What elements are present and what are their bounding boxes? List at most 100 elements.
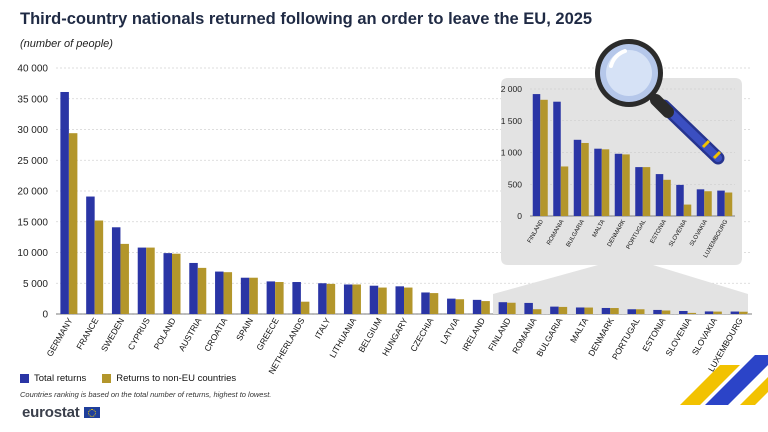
bar-total-poland: [163, 253, 172, 314]
bar-non-eu-bulgaria: [558, 306, 568, 314]
y-tick-label: 35 000: [17, 94, 48, 105]
inset-bar-total-bulgaria: [573, 139, 582, 216]
bar-non-eu-luxembourg: [739, 311, 748, 314]
y-tick-label: 25 000: [17, 156, 48, 167]
bar-total-slovakia: [704, 311, 714, 314]
legend-swatch-total: [20, 374, 29, 383]
x-tick-label-greece: GREECE: [254, 316, 281, 352]
x-tick-label-czechia: CZECHIA: [408, 316, 435, 354]
bar-total-spain: [240, 277, 250, 314]
x-tick-label-spain: SPAIN: [234, 316, 255, 343]
x-tick-label-hungary: HUNGARY: [380, 316, 410, 358]
inset-y-tick-label: 1 500: [501, 116, 523, 126]
bar-non-eu-croatia: [223, 272, 233, 314]
y-tick-label: 5 000: [23, 279, 48, 290]
bar-non-eu-poland: [172, 253, 181, 314]
bar-total-luxembourg: [730, 311, 740, 314]
y-tick-label: 15 000: [17, 217, 48, 228]
inset-y-tick-label: 2 000: [501, 84, 523, 94]
x-tick-label-romania: ROMANIA: [510, 316, 539, 356]
inset-bar-non-eu-slovakia: [704, 191, 712, 216]
inset-bar-non-eu-estonia: [663, 179, 671, 216]
inset-bar-non-eu-denmark: [622, 154, 630, 216]
bar-non-eu-portugal: [636, 309, 645, 314]
inset-bar-total-slovakia: [696, 189, 705, 216]
bar-total-ireland: [472, 299, 482, 314]
x-tick-label-italy: ITALY: [313, 316, 333, 341]
bar-total-estonia: [653, 309, 662, 314]
corner-decoration: [680, 355, 768, 405]
bar-non-eu-estonia: [661, 310, 671, 314]
bar-total-romania: [524, 302, 533, 314]
x-tick-label-cyprus: CYPRUS: [126, 316, 153, 352]
x-tick-label-france: FRANCE: [74, 316, 100, 352]
bar-total-denmark: [601, 307, 611, 314]
y-tick-label: 30 000: [17, 125, 48, 136]
bar-total-italy: [318, 283, 327, 314]
bar-total-sweden: [111, 227, 121, 314]
x-tick-label-finland: FINLAND: [486, 316, 513, 353]
inset-bar-total-slovenia: [676, 184, 684, 216]
bar-total-belgium: [369, 285, 379, 314]
x-tick-label-austria: AUSTRIA: [176, 316, 203, 353]
eu-flag-icon: [83, 407, 100, 418]
bar-non-eu-hungary: [404, 287, 413, 314]
bar-total-greece: [266, 281, 276, 314]
bar-non-eu-cyprus: [146, 247, 155, 314]
x-tick-label-latvia: LATVIA: [438, 316, 461, 346]
legend-swatch-non-eu: [102, 374, 112, 383]
x-tick-label-sweden: SWEDEN: [99, 316, 126, 353]
bar-total-hungary: [395, 286, 404, 314]
bar-total-netherlands: [292, 282, 301, 314]
inset-bar-non-eu-bulgaria: [581, 142, 589, 216]
chart-legend: Total returns Returns to non-EU countrie…: [20, 373, 236, 384]
inset-bar-total-luxembourg: [717, 190, 725, 216]
bar-total-latvia: [447, 298, 456, 314]
inset-y-tick-label: 0: [517, 211, 522, 221]
x-tick-label-bulgaria: BULGARIA: [534, 316, 564, 359]
inset-bar-non-eu-malta: [601, 149, 610, 216]
bar-total-czechia: [421, 292, 430, 314]
chart-title: Third-country nationals returned followi…: [20, 10, 593, 28]
chart-subtitle: (number of people): [20, 38, 113, 50]
bar-non-eu-finland: [507, 302, 516, 314]
x-tick-label-malta: MALTA: [568, 316, 590, 345]
bar-total-austria: [189, 262, 198, 314]
x-tick-label-slovakia: SLOVAKIA: [690, 316, 720, 357]
inset-bar-total-portugal: [635, 167, 643, 216]
bar-total-croatia: [215, 271, 224, 314]
bar-non-eu-germany: [68, 133, 78, 314]
bar-non-eu-slovakia: [713, 311, 722, 314]
inset-bar-non-eu-luxembourg: [724, 192, 733, 216]
inset-bar-total-denmark: [614, 153, 623, 216]
bar-non-eu-spain: [249, 277, 258, 314]
bar-non-eu-czechia: [429, 293, 439, 314]
bar-total-cyprus: [137, 247, 147, 314]
legend-label-non-eu: Returns to non-EU countries: [116, 373, 237, 384]
y-tick-label: 20 000: [17, 187, 48, 198]
legend-label-total: Total returns: [34, 373, 87, 384]
bar-non-eu-italy: [326, 283, 336, 314]
bar-non-eu-greece: [275, 282, 284, 314]
inset-bar-non-eu-portugal: [642, 167, 651, 216]
inset-y-tick-label: 500: [508, 179, 522, 189]
bar-non-eu-lithuania: [352, 284, 361, 314]
legend-item-total: Total returns: [20, 373, 86, 384]
x-tick-label-belgium: BELGIUM: [356, 316, 384, 354]
x-tick-label-ireland: IRELAND: [460, 316, 487, 353]
x-tick-label-poland: POLAND: [152, 316, 178, 351]
bar-total-portugal: [627, 309, 636, 314]
inset-bar-total-romania: [553, 101, 561, 216]
legend-item-non-eu: Returns to non-EU countries: [102, 373, 236, 384]
bar-non-eu-latvia: [455, 299, 465, 314]
inset-bar-non-eu-slovenia: [683, 204, 692, 216]
inset-bar-non-eu-romania: [560, 166, 569, 216]
bar-non-eu-austria: [197, 267, 207, 314]
bar-non-eu-denmark: [610, 308, 619, 314]
bar-non-eu-belgium: [378, 287, 387, 314]
inset-bar-total-malta: [594, 148, 602, 216]
bar-total-malta: [575, 307, 585, 314]
bar-total-germany: [60, 91, 69, 314]
inset-bar-total-finland: [532, 94, 541, 216]
